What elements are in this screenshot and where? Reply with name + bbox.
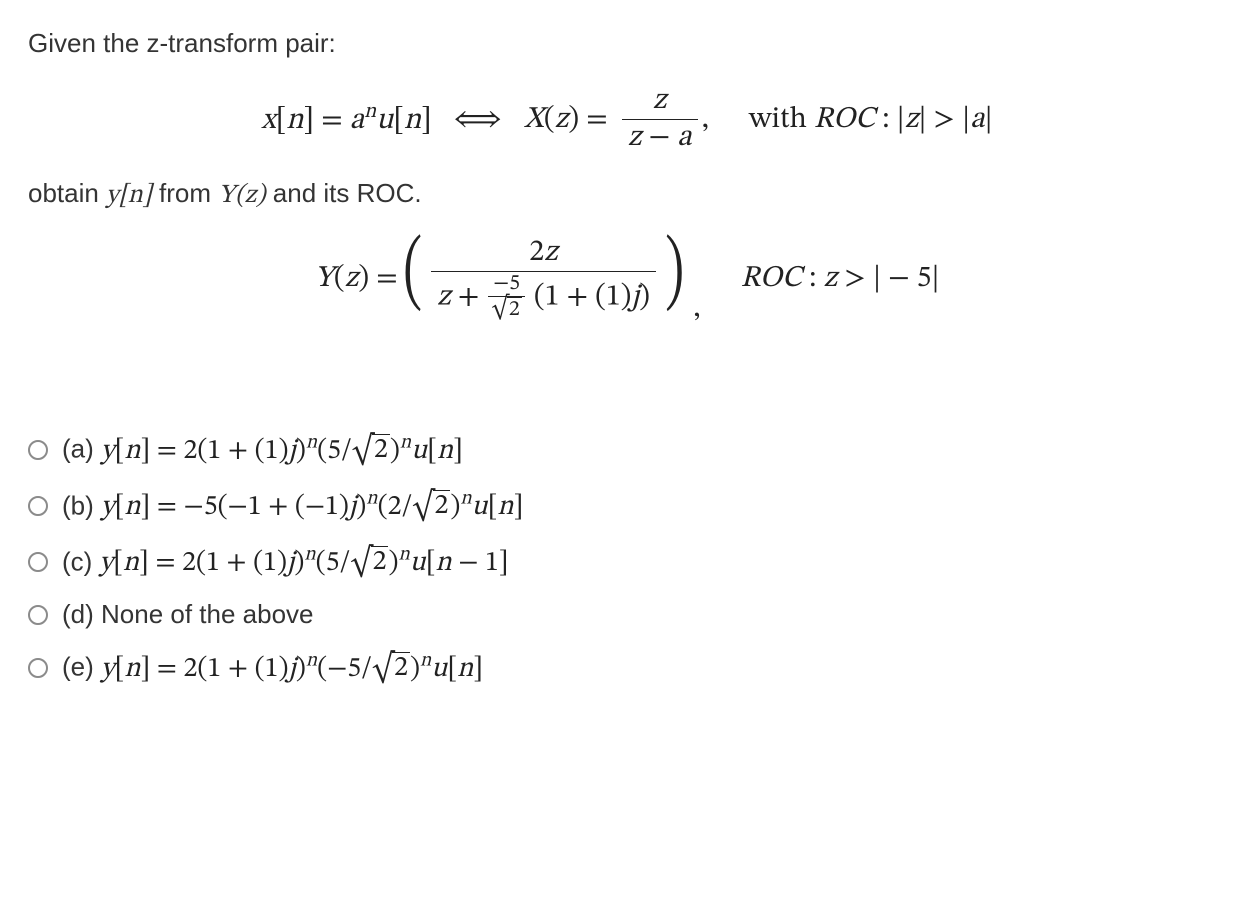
- option-d[interactable]: (d) None of the above: [28, 599, 1226, 630]
- option-letter: (b): [62, 490, 101, 520]
- option-letter: (a): [62, 434, 101, 464]
- Yz-expression: Y(z) = ( 2z z + −5 √2 (1 + (1)j) ) ,: [28, 235, 1226, 322]
- Yz-frac-den: z + −5 √2 (1 + (1)j): [431, 272, 656, 322]
- radio-icon[interactable]: [28, 496, 48, 516]
- big-paren-left: (: [403, 242, 422, 308]
- obtain-prefix: obtain: [28, 178, 106, 208]
- Yz-frac-num: 2z: [523, 235, 564, 271]
- option-letter: (c): [62, 546, 100, 576]
- options-group: (a) y[n] = 2(1 + (1)j)n(5/√2)nu[n] (b) y…: [28, 430, 1226, 686]
- option-letter: (d): [62, 599, 101, 629]
- pair-fraction: z z − a: [622, 83, 698, 156]
- option-math: y[n] = 2(1 + (1)j)n(5/√2)nu[n − 1]: [100, 549, 509, 577]
- pair-roc: with ROC : |z| > |a|: [749, 101, 993, 139]
- pair-lhs: x[n] = anu[n]: [261, 99, 431, 140]
- obtain-suffix: and its ROC.: [266, 178, 422, 208]
- radio-icon[interactable]: [28, 658, 48, 678]
- radio-icon[interactable]: [28, 605, 48, 625]
- obtain-text: obtain y[n] from Y(z) and its ROC.: [28, 178, 1226, 213]
- Yz-fraction: 2z z + −5 √2 (1 + (1)j): [431, 235, 656, 322]
- obtain-mid: from: [152, 178, 218, 208]
- pair-Xz: X(z) =: [524, 101, 608, 139]
- smallfrac-num: −5: [490, 272, 523, 296]
- Yz-roc: ROC : z > | − 5|: [741, 260, 940, 298]
- option-e[interactable]: (e) y[n] = 2(1 + (1)j)n(−5/√2)nu[n]: [28, 648, 1226, 686]
- smallfrac-den: √2: [488, 297, 524, 322]
- radio-icon[interactable]: [28, 552, 48, 572]
- option-text: None of the above: [101, 599, 314, 629]
- Yz-small-fraction: −5 √2: [488, 272, 524, 322]
- pair-frac-den: z − a: [622, 120, 698, 156]
- intro-text: Given the z-transform pair:: [28, 28, 1226, 59]
- option-b[interactable]: (b) y[n] = −5(−1 + (−1)j)n(2/√2)nu[n]: [28, 487, 1226, 525]
- radio-icon[interactable]: [28, 440, 48, 460]
- option-math: y[n] = 2(1 + (1)j)n(5/√2)nu[n]: [101, 437, 463, 465]
- ztransform-pair: x[n] = anu[n] ⟺ X(z) = z z − a , with RO…: [28, 83, 1226, 156]
- Yz-comma: ,: [693, 290, 700, 328]
- pair-frac-num: z: [647, 83, 673, 119]
- Yz-lhs: Y(z) =: [314, 260, 397, 298]
- option-math: y[n] = −5(−1 + (−1)j)n(2/√2)nu[n]: [101, 493, 523, 521]
- iff-arrow: ⟺: [454, 101, 502, 139]
- option-letter: (e): [62, 652, 101, 682]
- pair-comma: ,: [702, 101, 709, 139]
- option-c[interactable]: (c) y[n] = 2(1 + (1)j)n(5/√2)nu[n − 1]: [28, 543, 1226, 581]
- big-paren-right: ): [665, 242, 684, 308]
- pair-roc-prefix: with: [749, 105, 814, 135]
- option-a[interactable]: (a) y[n] = 2(1 + (1)j)n(5/√2)nu[n]: [28, 430, 1226, 468]
- option-math: y[n] = 2(1 + (1)j)n(−5/√2)nu[n]: [101, 655, 483, 683]
